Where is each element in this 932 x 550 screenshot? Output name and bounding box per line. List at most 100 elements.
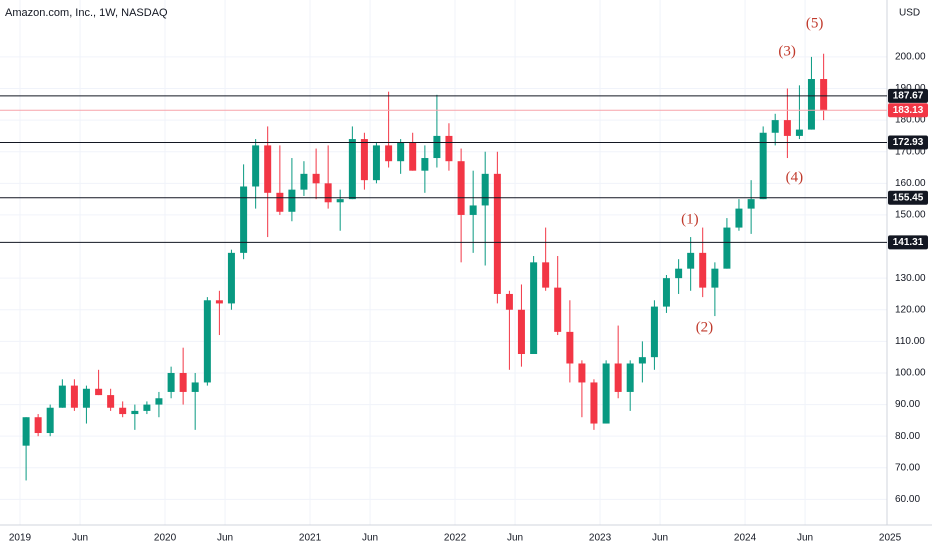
candle-body <box>276 192 284 212</box>
candle-body <box>107 395 115 408</box>
candle-body <box>493 173 501 294</box>
candle-body <box>119 407 127 415</box>
candle-body <box>155 398 163 405</box>
candle-body <box>95 388 103 396</box>
x-tick-label: 2024 <box>734 533 757 544</box>
candle-body <box>807 79 815 130</box>
x-tick-label: Jun <box>797 533 813 544</box>
wave-annotation: (3) <box>778 43 796 59</box>
y-tick-label: 80.00 <box>895 431 920 442</box>
candle-body <box>240 186 248 253</box>
candle-body <box>191 382 199 392</box>
candle-body <box>530 262 538 355</box>
y-tick-label: 90.00 <box>895 399 920 410</box>
wave-annotation: (5) <box>806 15 824 31</box>
candle-body <box>421 158 429 171</box>
x-tick-label: 2023 <box>589 533 612 544</box>
x-tick-label: 2022 <box>444 533 467 544</box>
candle-body <box>505 293 513 310</box>
candle-body <box>820 79 828 111</box>
x-tick-label: Jun <box>507 533 523 544</box>
x-tick-label: Jun <box>72 533 88 544</box>
candle-body <box>566 331 574 364</box>
last-price-label: 183.13 <box>893 105 924 116</box>
candle-body <box>167 372 175 392</box>
candle-body <box>82 388 90 408</box>
candle-body <box>578 363 586 383</box>
candle-body <box>687 252 695 269</box>
candle-body <box>590 382 598 424</box>
y-tick-label: 190.00 <box>895 83 926 94</box>
y-tick-label: 160.00 <box>895 178 926 189</box>
level-label-bg <box>888 190 928 205</box>
x-tick-label: 2019 <box>9 533 32 544</box>
candle-body <box>179 372 187 392</box>
wave-annotation: (4) <box>786 169 804 185</box>
candle-body <box>131 410 139 415</box>
y-tick-label: 100.00 <box>895 368 926 379</box>
candle-body <box>723 227 731 269</box>
x-tick-label: Jun <box>362 533 378 544</box>
candle-body <box>300 173 308 190</box>
candle-body <box>433 135 441 159</box>
level-label-bg <box>888 135 928 150</box>
level-label-bg <box>888 88 928 103</box>
candle-body <box>215 300 223 304</box>
candle-body <box>409 142 417 171</box>
candle-body <box>469 205 477 215</box>
y-tick-label: 200.00 <box>895 52 926 63</box>
candle-body <box>481 173 489 206</box>
grid <box>0 0 887 525</box>
candle-body <box>360 139 368 181</box>
candle-body <box>699 252 707 288</box>
candle-body <box>264 145 272 193</box>
x-tick-label: 2021 <box>299 533 322 544</box>
candle-body <box>70 385 78 408</box>
candle-body <box>46 407 54 434</box>
candle-body <box>336 199 344 203</box>
level-label: 172.93 <box>893 137 924 148</box>
level-label-bg <box>888 235 928 250</box>
candle-body <box>614 363 622 392</box>
candle-body <box>771 120 779 133</box>
candle-body <box>385 145 393 162</box>
candle-body <box>312 173 320 184</box>
candle-body <box>34 417 42 434</box>
candle-body <box>288 189 296 212</box>
candle-body <box>711 268 719 288</box>
y-tick-label: 60.00 <box>895 494 920 505</box>
level-label: 141.31 <box>893 237 924 248</box>
candle-body <box>554 287 562 332</box>
candle-body <box>542 262 550 288</box>
chart-title: Amazon.com, Inc., 1W, NASDAQ <box>5 7 168 19</box>
candle-body <box>372 145 380 181</box>
last-price-label-bg <box>888 103 928 118</box>
x-tick-label: Jun <box>217 533 233 544</box>
candle-body <box>445 135 453 162</box>
wave-annotation: (1) <box>681 211 699 227</box>
candle-body <box>252 145 260 187</box>
candle-body <box>58 385 66 408</box>
candle-body <box>457 161 465 215</box>
y-tick-label: 150.00 <box>895 210 926 221</box>
candle-body <box>22 417 30 446</box>
candle-body <box>348 139 356 200</box>
candle-body <box>795 129 803 136</box>
y-tick-label: 130.00 <box>895 273 926 284</box>
x-tick-label: 2025 <box>879 533 902 544</box>
candle-body <box>143 404 151 411</box>
candle-body <box>650 306 658 358</box>
currency: USD <box>899 8 920 19</box>
candle-body <box>626 363 634 392</box>
candle-body <box>759 132 767 200</box>
candle-body <box>735 208 743 228</box>
candle-body <box>324 183 332 203</box>
candle-body <box>675 268 683 279</box>
candle-body <box>602 363 610 424</box>
y-tick-label: 180.00 <box>895 115 926 126</box>
candle-body <box>227 252 235 304</box>
y-tick-label: 120.00 <box>895 304 926 315</box>
candle-body <box>203 300 211 383</box>
candle-body <box>517 309 525 355</box>
